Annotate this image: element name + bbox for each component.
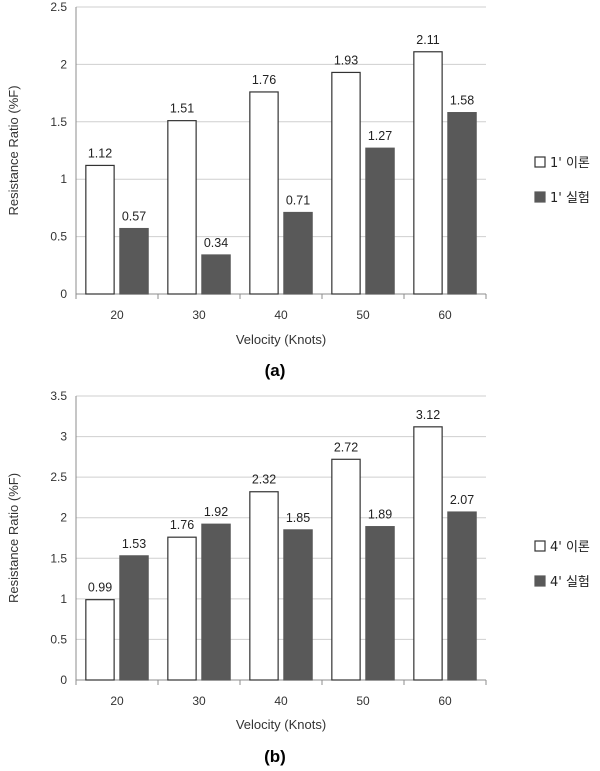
bar-theory	[167, 120, 197, 295]
bar-theory	[249, 91, 279, 295]
y-tick-label: 0	[60, 287, 67, 301]
data-label: 1.93	[334, 53, 358, 67]
data-label: 0.57	[122, 210, 146, 224]
data-label: 2.11	[416, 33, 439, 47]
data-label: 1.76	[252, 73, 276, 87]
bar-experiment	[365, 147, 395, 295]
bar-theory	[85, 599, 115, 681]
y-axis-title: Resistance Ratio (%F)	[6, 473, 21, 603]
bar-theory	[249, 491, 279, 681]
data-label: 0.99	[88, 581, 112, 595]
panel-label: (b)	[264, 747, 286, 766]
chart-a: 0 0.5 1 1.5 2 2.5 20 1.12 0.57 30 1.51 0.34 40 1.76 0.…	[6, 0, 590, 380]
x-tick-label: 50	[356, 694, 370, 708]
x-tick-label: 40	[274, 694, 288, 708]
y-tick-label: 0.5	[50, 230, 67, 244]
bar-experiment	[283, 529, 313, 681]
x-tick-label: 60	[438, 694, 452, 708]
data-label: 1.12	[88, 146, 112, 160]
legend-swatch	[534, 191, 546, 203]
x-axis-title: Velocity (Knots)	[236, 717, 326, 732]
bar-theory	[413, 426, 443, 681]
x-tick-label: 30	[192, 694, 206, 708]
legend-label: 4' 이론	[550, 540, 590, 555]
bar-theory	[331, 458, 361, 681]
legend-swatch	[534, 540, 546, 552]
chart-b: 0 0.5 1 1.5 2 2.5 3 3.5 20 0.99 1.53 30 1.76 1.92 40 2.…	[6, 389, 590, 766]
bar-experiment	[283, 211, 313, 295]
x-tick-label: 20	[110, 308, 124, 322]
bar-experiment	[201, 254, 231, 295]
bar-theory	[413, 51, 443, 295]
data-label: 1.92	[204, 505, 228, 519]
bar-experiment	[447, 112, 477, 295]
y-tick-label: 1	[60, 172, 67, 186]
data-label: 0.71	[286, 193, 310, 207]
legend-swatch	[534, 575, 546, 587]
y-axis-title: Resistance Ratio (%F)	[6, 85, 21, 215]
data-label: 2.07	[450, 493, 474, 507]
bar-theory	[167, 536, 197, 681]
y-tick-label: 0	[60, 673, 67, 687]
bar-theory	[85, 164, 115, 295]
panel-label: (a)	[265, 361, 286, 380]
data-label: 1.53	[122, 537, 146, 551]
data-label: 1.58	[450, 94, 474, 108]
data-label: 2.72	[334, 440, 358, 454]
y-tick-label: 2.5	[50, 0, 67, 14]
data-label: 1.51	[170, 102, 194, 116]
y-tick-label: 1.5	[50, 551, 67, 565]
x-tick-label: 40	[274, 308, 288, 322]
bar-experiment	[119, 555, 149, 681]
data-label: 1.76	[170, 518, 194, 532]
y-tick-label: 2.5	[50, 470, 67, 484]
legend-label: 4' 실험	[550, 575, 590, 590]
data-label: 2.32	[252, 473, 276, 487]
x-tick-label: 60	[438, 308, 452, 322]
data-label: 1.27	[368, 129, 392, 143]
x-tick-label: 20	[110, 694, 124, 708]
y-tick-label: 1.5	[50, 115, 67, 129]
x-tick-label: 30	[192, 308, 206, 322]
bar-experiment	[447, 511, 477, 681]
data-label: 1.89	[368, 508, 392, 522]
x-tick-label: 50	[356, 308, 370, 322]
y-tick-label: 3.5	[50, 389, 67, 403]
data-label: 0.34	[204, 236, 228, 250]
y-tick-label: 2	[60, 57, 67, 71]
y-tick-label: 2	[60, 511, 67, 525]
x-axis-title: Velocity (Knots)	[236, 332, 326, 347]
y-tick-label: 0.5	[50, 632, 67, 646]
y-tick-label: 1	[60, 592, 67, 606]
legend-label: 1' 실험	[550, 191, 590, 206]
data-label: 3.12	[416, 408, 440, 422]
bar-experiment	[119, 227, 149, 295]
y-tick-label: 3	[60, 430, 67, 444]
legend-label: 1' 이론	[550, 156, 590, 171]
bar-experiment	[365, 526, 395, 681]
legend-swatch	[534, 156, 546, 168]
bar-theory	[331, 71, 361, 295]
bar-experiment	[201, 523, 231, 681]
data-label: 1.85	[286, 511, 310, 525]
